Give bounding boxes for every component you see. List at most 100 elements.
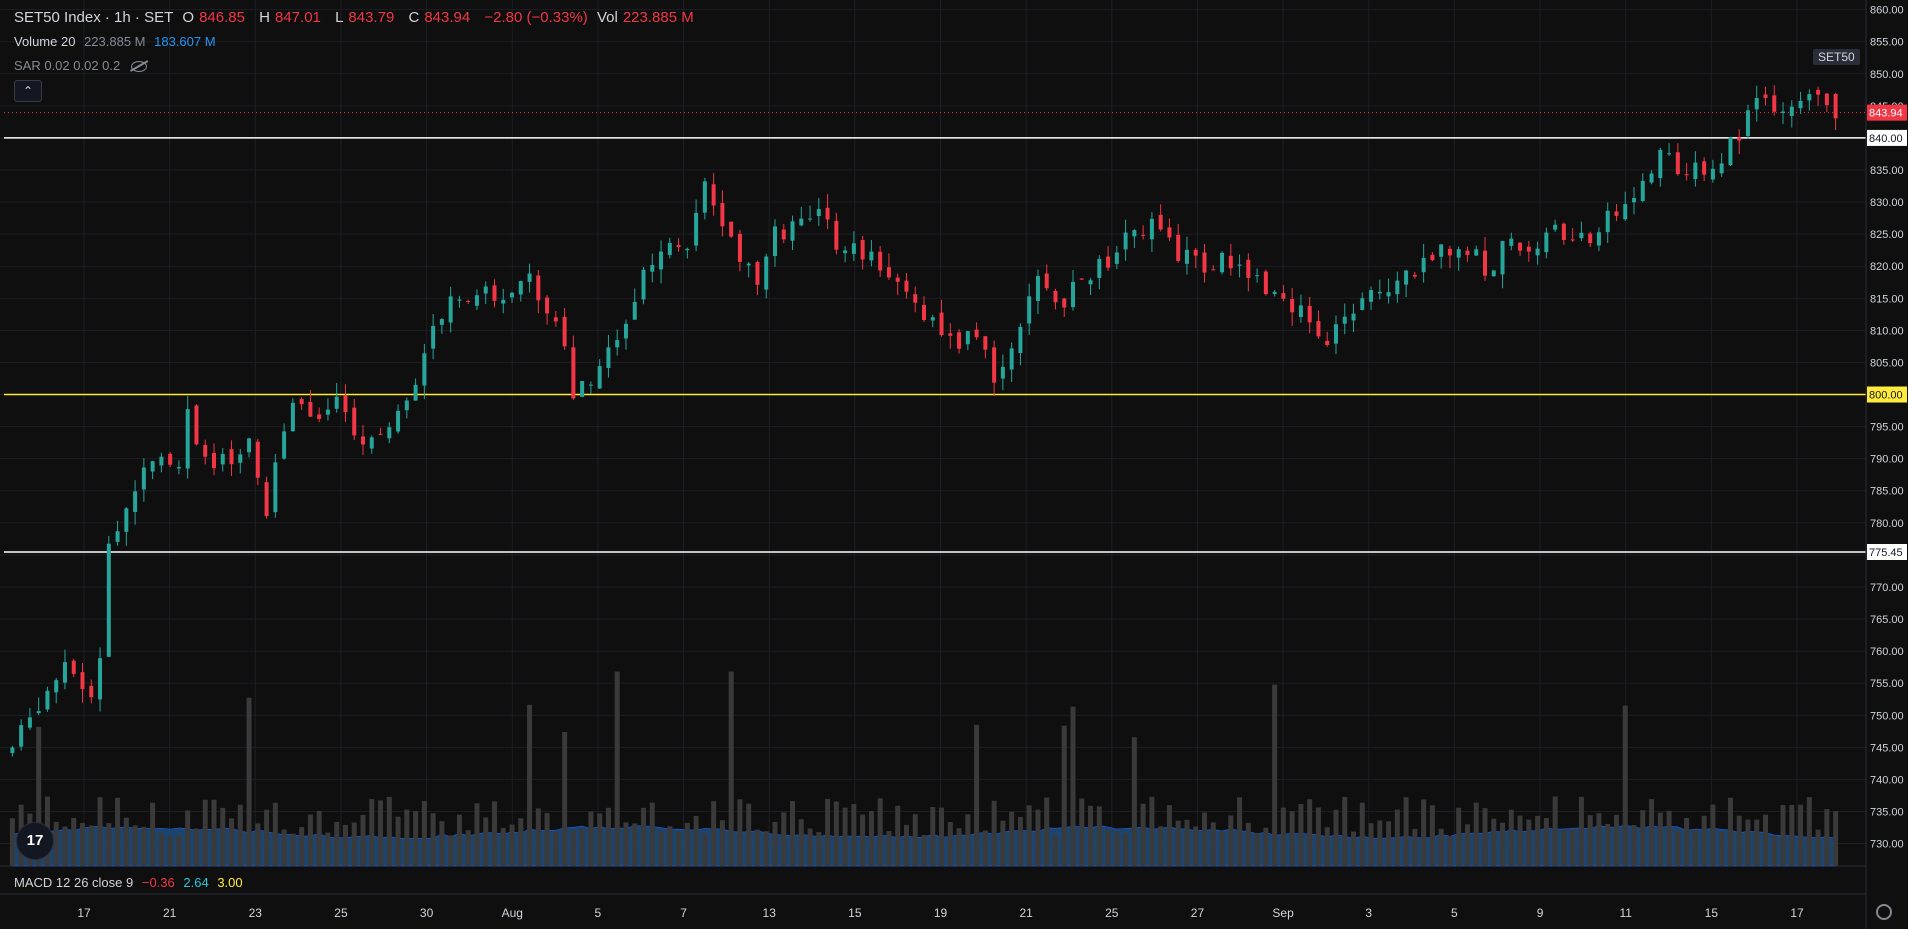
candle-body xyxy=(650,265,655,272)
candle-body xyxy=(860,240,865,260)
candle-body xyxy=(1745,110,1750,137)
candle-body xyxy=(1561,223,1566,240)
volume-bar xyxy=(1079,798,1085,866)
candle-body xyxy=(632,301,637,320)
candle-body xyxy=(1596,232,1601,246)
volume-bar xyxy=(1123,833,1129,866)
candle-body xyxy=(1395,280,1400,295)
volume-bar xyxy=(825,798,831,866)
candle-body xyxy=(1553,224,1558,230)
volume-bar xyxy=(369,799,375,866)
candle-body xyxy=(422,353,427,386)
candle-body xyxy=(1272,291,1277,294)
volume-bar xyxy=(1394,809,1400,866)
volume-bar xyxy=(527,704,533,866)
candle-body xyxy=(1202,252,1207,273)
symbol-name[interactable]: SET50 Index · 1h · SET xyxy=(14,9,174,26)
volume-bar xyxy=(1175,820,1181,866)
volume-bar xyxy=(395,816,401,866)
candle-body xyxy=(851,243,856,254)
tradingview-logo-icon[interactable]: 17 xyxy=(16,822,54,860)
time-tick-label: 5 xyxy=(1451,906,1458,920)
macd-legend[interactable]: MACD 12 26 close 9 −0.36 2.64 3.00 xyxy=(14,875,248,890)
settings-gear-icon[interactable] xyxy=(1876,904,1892,920)
candle-body xyxy=(939,312,944,336)
candle-body xyxy=(106,543,111,657)
candle-body xyxy=(168,453,173,465)
candle-body xyxy=(1500,241,1505,275)
candle-body xyxy=(1632,198,1637,203)
volume-bar xyxy=(711,801,717,866)
macd-value-3: 3.00 xyxy=(217,875,243,890)
price-tick-label: 765.00 xyxy=(1870,614,1904,626)
candle-body xyxy=(1386,292,1391,297)
volume-bar xyxy=(1508,809,1514,866)
candle-body xyxy=(1640,180,1645,201)
candle-body xyxy=(1351,313,1356,321)
volume-value: 223.885 M xyxy=(84,34,146,49)
candle-body xyxy=(229,449,234,465)
price-tick-label: 815.00 xyxy=(1870,293,1904,305)
sar-legend[interactable]: SAR 0.02 0.02 0.2 xyxy=(14,58,152,73)
candle-body xyxy=(299,398,304,405)
volume-bar xyxy=(1026,805,1032,866)
price-tick-label: 760.00 xyxy=(1870,646,1904,658)
volume-bar xyxy=(97,797,103,866)
candle-body xyxy=(580,380,585,397)
volume-bar xyxy=(404,809,410,866)
candle-body xyxy=(545,297,550,314)
candle-body xyxy=(1798,100,1803,109)
candle-body xyxy=(816,209,821,217)
volume-bar xyxy=(1333,809,1339,866)
candle-body xyxy=(325,409,330,415)
high-label: H xyxy=(259,9,270,26)
candle-body xyxy=(255,441,260,478)
candle-body xyxy=(1088,280,1093,285)
volume-bar xyxy=(886,831,892,866)
volume-bar xyxy=(684,822,690,866)
volume-bar xyxy=(1456,807,1462,866)
volume-bar xyxy=(930,806,936,866)
price-tick-label: 790.00 xyxy=(1870,454,1904,466)
candle-body xyxy=(930,317,935,321)
volume-indicator-name[interactable]: Volume 20 xyxy=(14,34,76,49)
candle-body xyxy=(1290,298,1295,313)
volume-bar xyxy=(649,802,655,866)
volume-legend[interactable]: Volume 20 223.885 M 183.607 M xyxy=(14,34,221,49)
volume-bar xyxy=(1622,705,1628,866)
volume-bar xyxy=(1824,809,1830,866)
candle-body xyxy=(80,672,85,690)
macd-value-1: −0.36 xyxy=(141,875,175,890)
volume-bar xyxy=(1210,822,1216,866)
candle-body xyxy=(1009,348,1014,370)
candle-body xyxy=(290,402,295,432)
symbol-legend[interactable]: SET50 Index · 1h · SET O 846.85 H 847.01 L… xyxy=(14,9,704,26)
volume-bar xyxy=(229,818,235,866)
volume-bar xyxy=(991,800,997,866)
candle-body xyxy=(834,220,839,250)
volume-bar xyxy=(807,828,813,866)
candle-body xyxy=(790,221,795,241)
volume-bar xyxy=(535,808,541,866)
candle-body xyxy=(45,690,50,710)
candle-body xyxy=(992,347,997,383)
price-tick-label: 755.00 xyxy=(1870,678,1904,690)
macd-indicator-name[interactable]: MACD 12 26 close 9 xyxy=(14,875,134,890)
candle-body xyxy=(799,218,804,226)
candle-body xyxy=(27,717,32,728)
volume-bar xyxy=(1684,817,1690,866)
volume-bar xyxy=(474,803,480,866)
volume-bar xyxy=(860,814,866,866)
collapse-legend-button[interactable]: ⌃ xyxy=(14,80,42,102)
candle-body xyxy=(1509,238,1514,246)
candle-body xyxy=(1421,257,1426,273)
volume-bar xyxy=(1605,823,1611,866)
high-value: 847.01 xyxy=(275,9,321,26)
volume-bar xyxy=(702,833,708,866)
volume-bar xyxy=(1254,832,1260,866)
sar-indicator-name[interactable]: SAR 0.02 0.02 0.2 xyxy=(14,58,121,73)
hidden-eye-icon[interactable] xyxy=(131,61,148,73)
volume-bar xyxy=(1184,819,1190,866)
candle-body xyxy=(1579,232,1584,239)
